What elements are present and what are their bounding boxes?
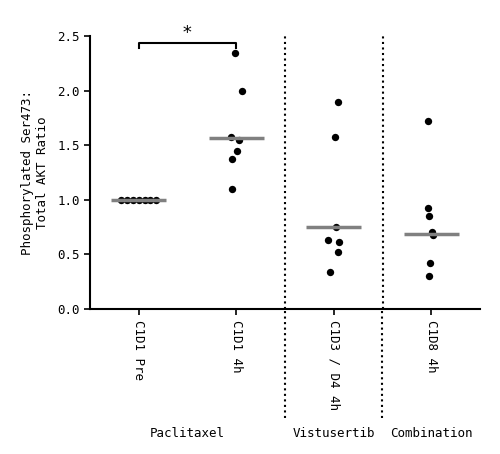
Text: *: * — [182, 24, 193, 42]
Point — [426, 259, 434, 266]
Point — [235, 136, 243, 143]
Point — [238, 87, 246, 94]
Point — [227, 133, 235, 140]
Point — [123, 196, 131, 203]
Point — [324, 237, 332, 244]
Point — [117, 196, 125, 203]
Text: Combination: Combination — [390, 427, 472, 440]
Point — [152, 196, 160, 203]
Point — [424, 118, 432, 125]
Point — [129, 196, 137, 203]
Point — [140, 196, 148, 203]
Point — [332, 223, 340, 231]
Point — [425, 212, 433, 220]
Text: Vistusertib: Vistusertib — [292, 427, 375, 440]
Point — [425, 272, 433, 280]
Point — [428, 231, 436, 238]
Point — [228, 185, 236, 192]
Y-axis label: Phosphorylated Ser473:
Total AKT Ratio: Phosphorylated Ser473: Total AKT Ratio — [20, 90, 49, 255]
Text: Paclitaxel: Paclitaxel — [150, 427, 225, 440]
Point — [334, 98, 342, 105]
Point — [135, 196, 143, 203]
Point — [335, 239, 343, 246]
Point — [331, 133, 339, 140]
Point — [424, 205, 432, 212]
Point — [228, 156, 236, 163]
Point — [334, 248, 342, 256]
Point — [146, 196, 154, 203]
Point — [234, 147, 241, 154]
Point — [428, 229, 436, 236]
Point — [326, 268, 334, 275]
Point — [231, 49, 239, 56]
